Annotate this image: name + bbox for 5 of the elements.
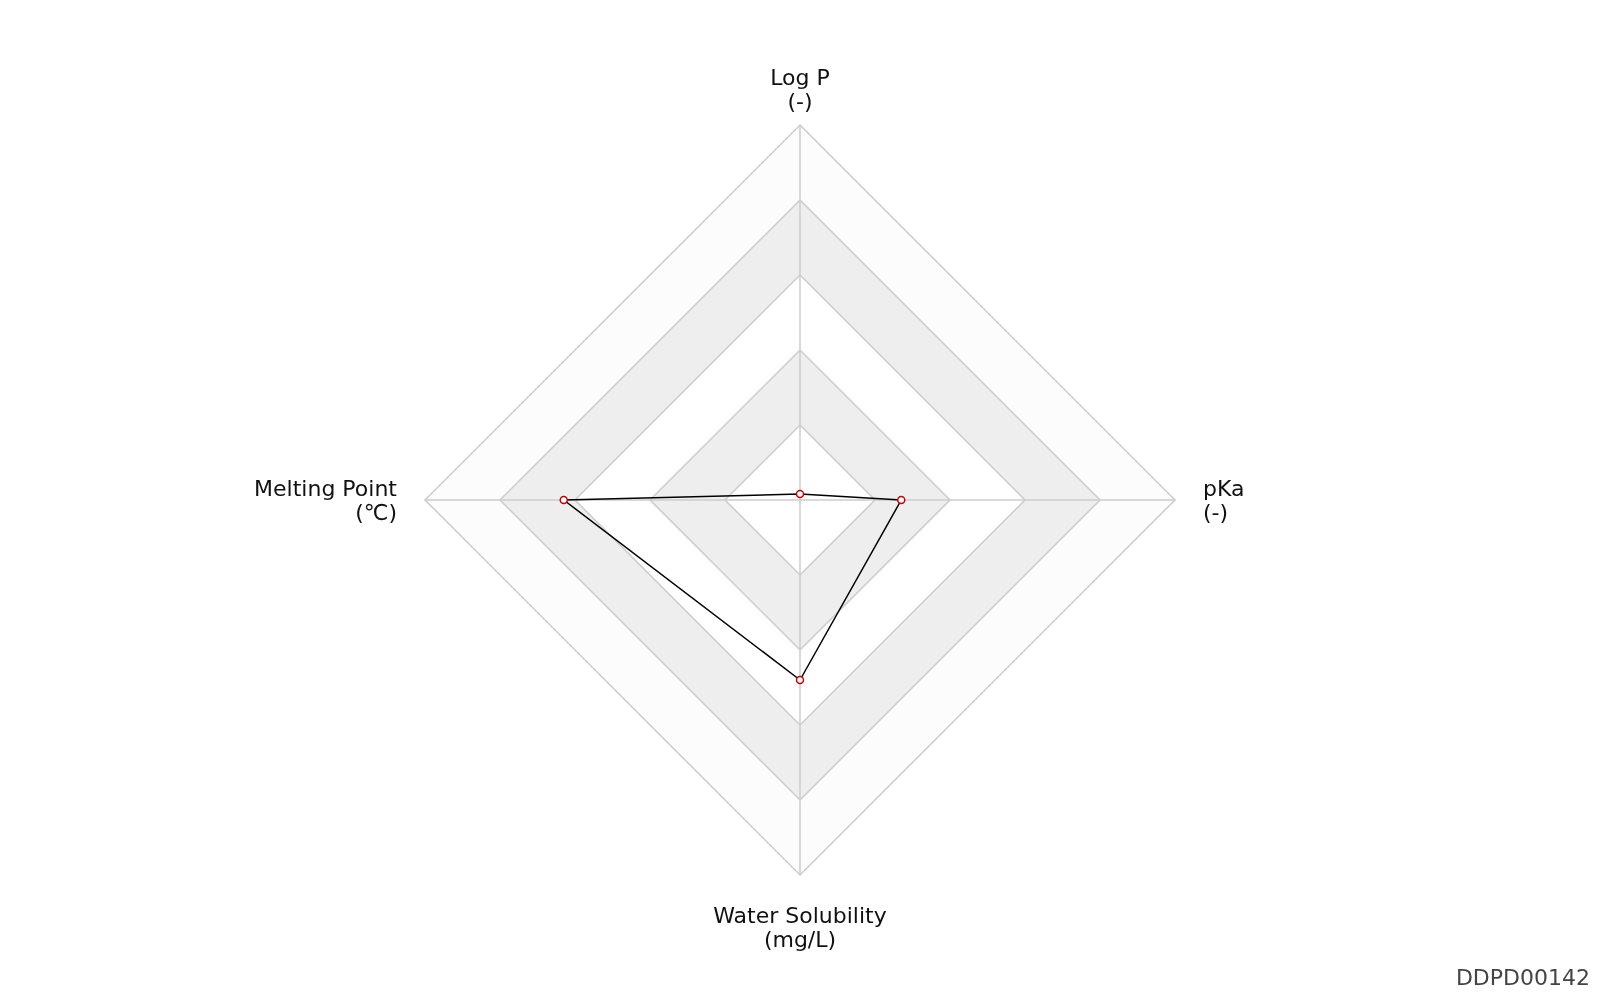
spoke-label: Melting Point (℃): [254, 476, 398, 525]
spoke-label: pKa (-): [1203, 476, 1245, 525]
spoke-label: Log P (-): [770, 65, 830, 114]
spoke-label: Water Solubility (mg/L): [713, 903, 887, 952]
text: DDPD00142: [1455, 965, 1590, 990]
